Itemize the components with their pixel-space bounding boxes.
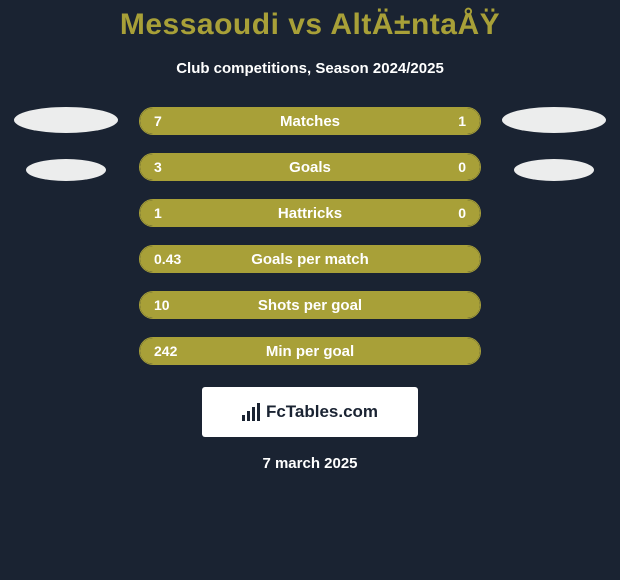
season-subtitle: Club competitions, Season 2024/2025 [0,60,620,77]
stat-bars: 7Matches13Goals01Hattricks00.43Goals per… [139,107,481,365]
comparison-card: Messaoudi vs AltÄ±ntaÅŸ Club competition… [0,0,620,472]
page-title: Messaoudi vs AltÄ±ntaÅŸ [0,8,620,42]
stat-value-right: 1 [458,113,466,129]
left-player-col [11,107,121,181]
bar-chart-icon [242,403,260,421]
stat-bar: 10Shots per goal [139,291,481,319]
right-player-col [499,107,609,181]
stat-label: Goals per match [140,251,480,268]
club-logo-placeholder [514,159,594,181]
player-avatar-placeholder [14,107,118,133]
stat-bar: 3Goals0 [139,153,481,181]
stat-bar: 242Min per goal [139,337,481,365]
stat-label: Hattricks [140,205,480,222]
stat-bar: 0.43Goals per match [139,245,481,273]
stat-value-right: 0 [458,205,466,221]
stat-value-right: 0 [458,159,466,175]
watermark-text: FcTables.com [266,402,378,422]
club-logo-placeholder [26,159,106,181]
stat-label: Shots per goal [140,297,480,314]
stat-label: Matches [140,113,480,130]
date-label: 7 march 2025 [0,455,620,472]
main-row: 7Matches13Goals01Hattricks00.43Goals per… [0,107,620,365]
watermark: FcTables.com [202,387,418,437]
player-avatar-placeholder [502,107,606,133]
stat-label: Goals [140,159,480,176]
stat-bar: 7Matches1 [139,107,481,135]
stat-label: Min per goal [140,343,480,360]
stat-bar: 1Hattricks0 [139,199,481,227]
